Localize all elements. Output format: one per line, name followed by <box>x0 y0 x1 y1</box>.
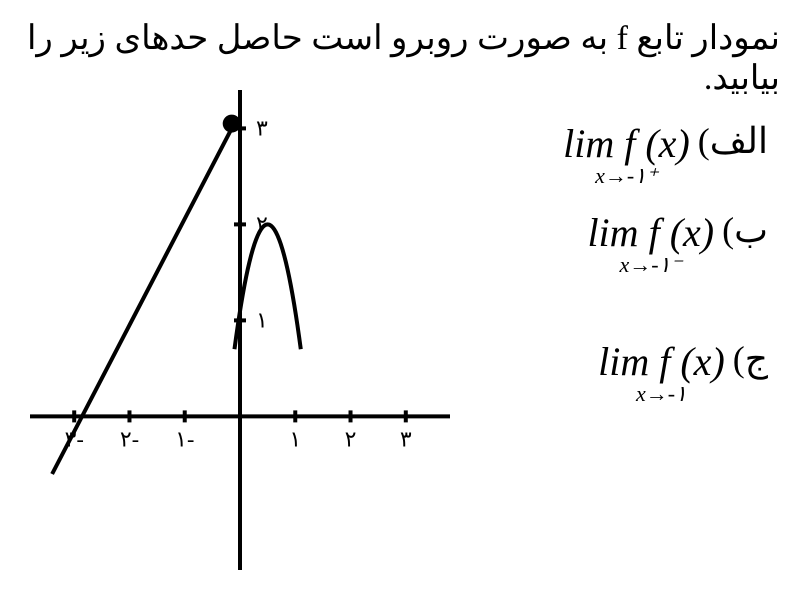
limit-b-expr: lim f (x) <box>587 209 714 256</box>
question-b: lim f (x) x→-۱⁻ ب) <box>468 209 768 278</box>
svg-text:۲-: ۲- <box>120 426 139 451</box>
svg-text:۱: ۱ <box>256 308 268 333</box>
label-a: الف) <box>698 120 768 162</box>
svg-text:۱: ۱ <box>289 426 301 451</box>
problem-title: نمودار تابع f به صورت روبرو است حاصل حده… <box>20 18 780 98</box>
graph: ۳-۲-۱-۱۲۳۱۲۳ <box>30 90 450 570</box>
question-a: lim f (x) x→-۱⁺ الف) <box>468 120 768 189</box>
svg-text:۱-: ۱- <box>175 426 194 451</box>
svg-text:۳: ۳ <box>400 426 412 451</box>
svg-text:۳: ۳ <box>256 116 268 141</box>
limit-a: lim f (x) x→-۱⁺ <box>563 120 690 189</box>
questions: lim f (x) x→-۱⁺ الف) lim f (x) x→-۱⁻ ب) … <box>468 120 768 427</box>
limit-c: lim f (x) x→-۱ <box>598 338 725 407</box>
label-b: ب) <box>722 209 768 251</box>
question-c: lim f (x) x→-۱ ج) <box>468 338 768 407</box>
limit-c-expr: lim f (x) <box>598 338 725 385</box>
graph-svg: ۳-۲-۱-۱۲۳۱۲۳ <box>30 90 450 570</box>
limit-b: lim f (x) x→-۱⁻ <box>587 209 714 278</box>
svg-text:۲: ۲ <box>345 426 357 451</box>
limit-a-expr: lim f (x) <box>563 120 690 167</box>
label-c: ج) <box>733 338 768 380</box>
